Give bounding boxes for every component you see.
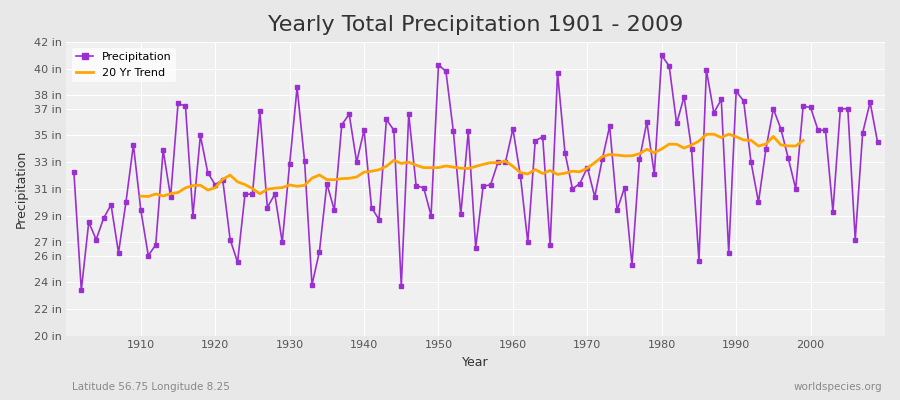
20 Yr Trend	[232, 180, 243, 184]
Text: worldspecies.org: worldspecies.org	[794, 382, 882, 392]
20 Yr Trend	[783, 144, 794, 148]
20 Yr Trend	[724, 132, 734, 136]
20 Yr Trend	[344, 176, 355, 181]
20 Yr Trend	[694, 139, 705, 144]
Precipitation	[344, 112, 355, 116]
Line: Precipitation: Precipitation	[72, 54, 879, 292]
Text: Latitude 56.75 Longitude 8.25: Latitude 56.75 Longitude 8.25	[72, 382, 230, 392]
20 Yr Trend	[143, 194, 154, 199]
Title: Yearly Total Precipitation 1901 - 2009: Yearly Total Precipitation 1901 - 2009	[268, 15, 683, 35]
Y-axis label: Precipitation: Precipitation	[15, 150, 28, 228]
Precipitation	[872, 140, 883, 144]
20 Yr Trend	[708, 132, 719, 137]
Precipitation	[135, 208, 146, 212]
20 Yr Trend	[604, 152, 615, 157]
Precipitation	[76, 288, 86, 293]
Precipitation	[299, 158, 310, 163]
20 Yr Trend	[797, 138, 808, 143]
Line: 20 Yr Trend: 20 Yr Trend	[140, 134, 803, 196]
Precipitation	[656, 53, 667, 58]
Precipitation	[68, 169, 79, 174]
20 Yr Trend	[135, 194, 146, 198]
Precipitation	[508, 126, 518, 131]
X-axis label: Year: Year	[463, 356, 489, 369]
Precipitation	[604, 124, 615, 128]
Legend: Precipitation, 20 Yr Trend: Precipitation, 20 Yr Trend	[72, 48, 176, 82]
Precipitation	[515, 173, 526, 178]
